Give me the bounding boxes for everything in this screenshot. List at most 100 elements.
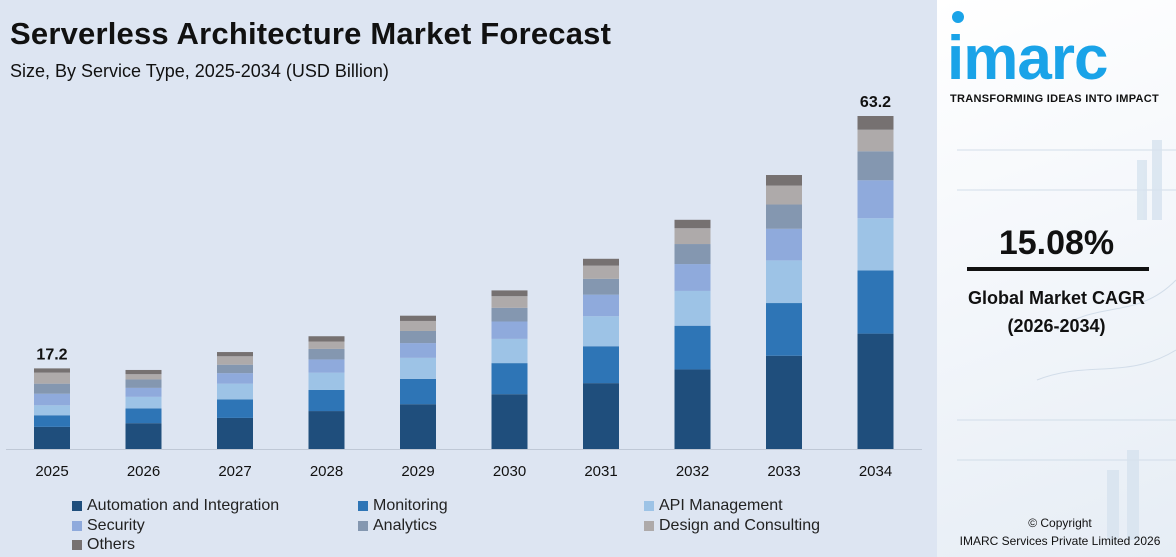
bar-segment-2026-5 [125,379,162,388]
bar-segment-2029-7 [400,315,436,321]
legend-item-2: Monitoring [358,497,448,515]
legend-swatch [358,501,368,511]
bar-segment-2029-3 [400,357,436,379]
imarc-logo: imarc [947,24,1108,93]
bar-segment-2028-6 [308,341,345,349]
bar-segment-2025-3 [34,405,70,416]
bar-segment-2026-6 [125,374,162,380]
x-tick-label-2033: 2033 [767,463,800,480]
bar-segment-2027-4 [217,373,253,384]
bar-segment-2026-4 [125,387,162,397]
legend-label: API Management [659,497,783,514]
bar-segment-2029-1 [400,404,436,449]
bar-segment-2027-6 [217,356,253,365]
cagr-label-line1: Global Market CAGR [967,288,1146,308]
bar-segment-2031-5 [583,278,619,295]
stacked-bar-chart: 2025 17.2 2026 2027 2028 2029 2030 2031 2032 2033… [6,94,922,480]
bar-segment-2029-5 [400,330,436,344]
bar-segment-2028-5 [308,348,345,360]
legend-item-1: Automation and Integration [72,497,279,515]
bar-segment-2031-4 [583,294,619,317]
bar-segment-2032-1 [674,369,711,449]
legend-label: Design and Consulting [659,517,820,534]
x-tick-label-2029: 2029 [401,463,434,480]
x-tick-label-2028: 2028 [310,463,343,480]
bar-segment-2034-4 [857,180,894,219]
bar-segment-2034-5 [857,151,894,181]
legend-item-5: Analytics [358,517,437,535]
brand-panel: imarc TRANSFORMING IDEAS INTO IMPACT 15.… [937,0,1176,557]
x-tick-label-2032: 2032 [676,463,709,480]
bar-segment-2033-7 [766,175,802,186]
bar-segment-2034-1 [857,333,894,449]
bar-segment-2027-5 [217,364,253,374]
bar-segment-2030-4 [491,321,528,339]
logo-dot-icon [952,11,964,23]
bar-segment-2026-3 [125,396,162,409]
bar-segment-2032-5 [674,244,711,265]
cagr-label-line2: (2026-2034) [1007,316,1106,336]
legend-swatch [644,501,654,511]
bar-segment-2025-6 [34,372,70,384]
chart-subtitle: Size, By Service Type, 2025-2034 (USD Bi… [10,61,389,81]
bar-segment-2027-2 [217,399,253,418]
bar-segment-2033-1 [766,355,802,449]
bar-segment-2034-7 [857,116,894,130]
bar-segment-2028-4 [308,359,345,373]
legend-swatch [72,501,82,511]
bar-segment-2026-7 [125,369,162,375]
x-tick-label-2030: 2030 [493,463,526,480]
bar-segment-2034-6 [857,129,894,152]
bar-segment-2033-2 [766,303,802,356]
legend-swatch [644,521,654,531]
cagr-value: 15.08% [998,224,1115,262]
bar-segment-2033-3 [766,260,802,304]
bar-segment-2031-3 [583,316,619,347]
legend-swatch [72,540,82,550]
bar-segment-2027-1 [217,417,253,449]
legend-label: Automation and Integration [87,497,280,514]
bar-segment-2030-2 [491,363,528,395]
legend-item-6: Design and Consulting [644,517,820,535]
bar-segment-2030-7 [491,290,528,297]
data-label-2034: 63.2 [860,94,891,111]
bar-segment-2031-1 [583,383,619,449]
bar-segment-2028-2 [308,389,345,412]
logo-tagline: TRANSFORMING IDEAS INTO IMPACT [950,93,1160,105]
legend-item-4: Security [72,517,145,535]
bar-segment-2025-4 [34,393,70,406]
bar-segment-2025-5 [34,383,70,394]
background-graph-decoration [957,140,1176,540]
bar-segment-2032-7 [674,219,711,229]
chart-title: Serverless Architecture Market Forecast [10,16,612,51]
bar-segment-2025-7 [34,368,70,373]
x-tick-label-2034: 2034 [859,463,892,480]
x-tick-label-2025: 2025 [35,463,68,480]
bar-segment-2032-6 [674,228,711,245]
bar-segment-2030-1 [491,394,528,449]
bar-segment-2032-2 [674,325,711,370]
copyright-line: © Copyright [1028,516,1092,530]
bar-segment-2034-2 [857,270,894,334]
bar-segment-2028-7 [308,336,345,342]
bar-segment-2033-4 [766,228,802,261]
data-label-2025: 17.2 [36,346,67,363]
bar-segment-2029-6 [400,320,436,331]
legend-swatch [72,521,82,531]
bar-segment-2030-3 [491,338,528,364]
bar-segment-2026-2 [125,408,162,424]
cagr-divider [967,267,1149,271]
bar-segment-2031-2 [583,346,619,384]
bar-segment-2029-4 [400,343,436,358]
bar-segment-2030-6 [491,296,528,308]
x-tick-label-2031: 2031 [584,463,617,480]
x-tick-label-2027: 2027 [218,463,251,480]
bar-segment-2025-2 [34,415,70,427]
bar-segment-2031-6 [583,265,619,279]
bar-segment-2027-3 [217,383,253,400]
bar-segment-2027-7 [217,352,253,357]
legend-item-3: API Management [644,497,783,515]
bar-segment-2032-4 [674,264,711,291]
company-line: IMARC Services Private Limited 2026 [959,534,1161,548]
bar-segment-2026-1 [125,423,162,449]
